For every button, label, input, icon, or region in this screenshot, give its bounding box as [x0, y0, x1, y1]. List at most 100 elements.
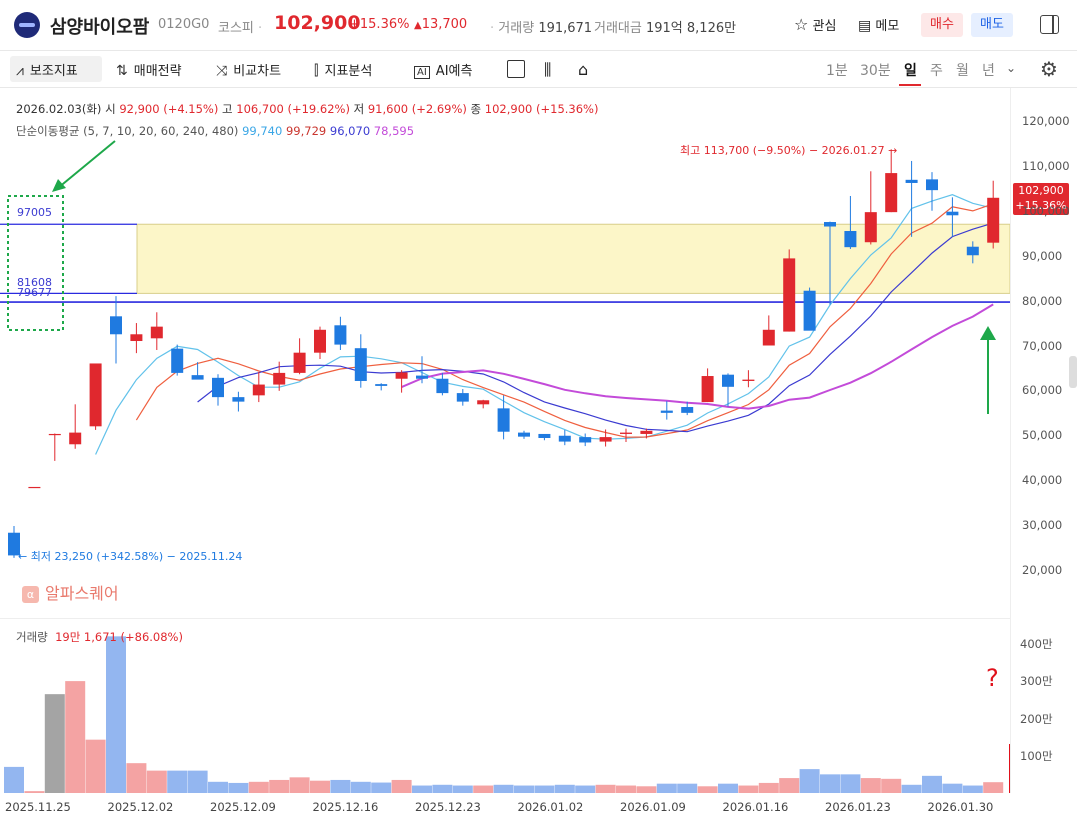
period-week[interactable]: 주: [930, 63, 943, 79]
period-1min[interactable]: 1분: [826, 63, 848, 79]
settings-gear-icon[interactable]: ⚙: [1040, 57, 1058, 81]
price-axis-label: 40,000: [1022, 473, 1063, 488]
date-axis-label: 2025.12.16: [312, 800, 379, 814]
candle-body: [824, 222, 836, 227]
volume-bar: [126, 763, 147, 793]
compare-button[interactable]: ⤨ 비교차트: [216, 63, 282, 79]
volume-bar: [881, 778, 902, 793]
volume-bar: [330, 779, 351, 793]
volume-bar: [24, 791, 45, 793]
chart-type-icon[interactable]: [507, 60, 525, 78]
low-annotation: ← 최저 23,250 (+342.58%) − 2025.11.24: [18, 550, 243, 563]
side-panel-icon[interactable]: [1040, 15, 1059, 34]
candle-body: [966, 246, 979, 256]
candles-icon: ⫿: [314, 63, 319, 79]
candle-body: [8, 532, 20, 556]
green-arrow-head: [52, 179, 66, 192]
price-axis-label: 20,000: [1022, 563, 1063, 577]
candle-body: [905, 179, 918, 183]
volume-bar: [922, 775, 942, 793]
stock-code: 0120G0: [158, 17, 210, 32]
price-axis-label: 110,000: [1022, 158, 1070, 173]
candle-body: [130, 334, 143, 342]
period-day[interactable]: 일: [904, 63, 917, 79]
candle-body: [28, 486, 41, 489]
chart-canvas[interactable]: ?: [0, 88, 1010, 825]
question-mark-annotation: ?: [986, 664, 999, 692]
alpha-icon: α: [22, 586, 39, 603]
date-axis-label: 2025.12.23: [415, 800, 481, 814]
dotted-annotation-box: [7, 195, 64, 331]
volume-bar: [85, 739, 106, 793]
candle-body: [599, 437, 612, 442]
volume-bar: [106, 636, 126, 793]
volume-bar: [779, 778, 800, 793]
candle-body: [620, 432, 632, 434]
camera-icon[interactable]: ⌂: [578, 60, 589, 79]
volume-bar: [4, 766, 24, 793]
price-axis-label: 100,000: [1022, 203, 1070, 218]
level-label-lower: 79677: [17, 286, 52, 299]
volume-bar: [493, 784, 514, 793]
volume-bar: [860, 778, 881, 793]
volume-bar: [942, 783, 963, 793]
ai-predict-button[interactable]: AI AI예측: [414, 60, 472, 79]
candle-body: [416, 375, 428, 379]
volume-bar: [65, 681, 86, 793]
volume-bar: [616, 785, 636, 793]
candle-body: [722, 374, 734, 387]
volume-bar: [514, 785, 534, 793]
ma-info: 단순이동평균 (5, 7, 10, 20, 60, 240, 480) 99,7…: [16, 124, 415, 138]
date-axis-label: 2026.01.02: [517, 800, 584, 814]
memo-button[interactable]: ▤ 메모: [858, 18, 900, 34]
volume-bar: [820, 774, 840, 793]
active-period-underline: [899, 84, 921, 86]
volume-axis-label: 200만: [1020, 711, 1053, 726]
volume-bar: [534, 785, 555, 793]
scrollbar-handle[interactable]: [1069, 356, 1077, 388]
star-icon: ☆: [794, 15, 809, 34]
analysis-button[interactable]: ⫿ 지표분석: [314, 63, 373, 79]
candle-type-icon[interactable]: ⫼: [544, 60, 552, 79]
candle-body: [48, 433, 61, 436]
buy-button[interactable]: 매수: [921, 13, 963, 37]
shuffle-icon: ⤨: [216, 63, 228, 79]
date-axis-label: 2025.12.09: [210, 800, 276, 814]
candle-body: [579, 437, 592, 443]
company-logo: [14, 12, 40, 38]
indicator-button[interactable]: ⩘ 보조지표: [16, 63, 78, 79]
volume-bar: [412, 785, 432, 793]
period-year[interactable]: 년: [982, 63, 995, 79]
candle-body: [926, 179, 938, 191]
sell-button[interactable]: 매도: [971, 13, 1013, 37]
date-axis-label: 2026.01.16: [722, 800, 789, 814]
strategy-button[interactable]: ⇅ 매매전략: [116, 63, 182, 79]
ma20-line: [401, 303, 994, 410]
ma10-line: [197, 222, 994, 433]
chevron-down-icon[interactable]: ⌄: [1006, 61, 1017, 75]
volume-axis-label: 300만: [1020, 674, 1053, 689]
ma5-line: [95, 194, 994, 455]
stock-name: 삼양바이오팜: [50, 17, 150, 38]
favorite-button[interactable]: ☆ 관심: [794, 15, 837, 34]
volume-axis-label: 100만: [1020, 748, 1053, 763]
support-zone: [136, 223, 1010, 294]
volume-bar: [575, 785, 596, 793]
candle-body: [69, 432, 82, 445]
candle-body: [334, 325, 347, 345]
volume-bar: [677, 783, 698, 793]
strategy-icon: ⇅: [116, 63, 128, 79]
candle-body: [538, 433, 551, 438]
volume-bar: [269, 779, 290, 793]
volume-bar: [248, 781, 269, 793]
period-30min[interactable]: 30분: [860, 63, 891, 79]
period-month[interactable]: 월: [956, 63, 969, 79]
price-axis-label: 120,000: [1022, 114, 1070, 128]
candle-body: [110, 316, 122, 335]
candle-body: [864, 212, 877, 243]
volume-bar: [167, 770, 188, 793]
volume-bar: [983, 782, 1004, 793]
candle-body: [946, 211, 959, 216]
stock-header: 삼양바이오팜 0120G0 코스피 · 102,900 +15.36% ▲13,…: [0, 0, 1077, 51]
date-axis-label: 2025.11.25: [5, 800, 71, 814]
